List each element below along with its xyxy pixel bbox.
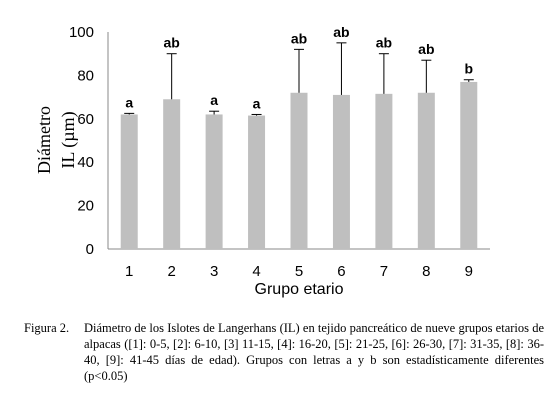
significance-label: a (125, 94, 133, 110)
figure-caption: Figura 2. Diámetro de los Islotes de Lan… (24, 320, 544, 384)
y-tick-label: 20 (77, 198, 94, 215)
x-tick-label: 5 (295, 263, 303, 280)
x-tick-label: 1 (125, 263, 133, 280)
caption-label: Figura 2. (24, 321, 70, 335)
y-tick-label: 80 (77, 67, 94, 84)
x-tick-label: 2 (167, 263, 175, 280)
significance-label: ab (163, 35, 179, 51)
significance-label: ab (333, 24, 349, 40)
bar (163, 99, 181, 250)
y-axis-label-line1: Diámetro (34, 106, 54, 174)
significance-label: ab (418, 41, 434, 57)
bar-chart: 0 20 40 60 80 100 a ab a a ab ab ab ab b 1 2 3 4 5 6 7 8 9 Di… (34, 24, 490, 298)
significance-label: b (464, 61, 473, 77)
significance-label: ab (376, 35, 392, 51)
bar (375, 93, 393, 249)
bar (248, 115, 266, 249)
x-tick-labels: 1 2 3 4 5 6 7 8 9 (125, 263, 473, 280)
y-tick-labels: 0 20 40 60 80 100 (69, 24, 94, 258)
bar (417, 92, 435, 249)
y-tick-label: 40 (77, 154, 94, 171)
significance-label: ab (291, 30, 307, 46)
x-tick-label: 7 (380, 263, 388, 280)
bar (290, 92, 308, 249)
bar (205, 114, 223, 250)
bars: a ab a a ab ab ab ab b (120, 24, 478, 250)
bar (120, 114, 138, 250)
significance-label: a (210, 92, 218, 108)
x-tick-label: 6 (337, 263, 345, 280)
x-tick-label: 3 (210, 263, 218, 280)
caption-text: Diámetro de los Islotes de Langerhans (I… (84, 321, 544, 383)
y-axis-label: Diámetro IL (µm) (34, 106, 79, 174)
bar (332, 94, 350, 250)
y-axis-label-line2: IL (µm) (58, 111, 79, 168)
bar (460, 81, 478, 249)
y-tick-label: 0 (86, 241, 94, 258)
x-tick-label: 4 (252, 263, 260, 280)
y-tick-label: 60 (77, 111, 94, 128)
x-tick-label: 8 (422, 263, 430, 280)
x-tick-label: 9 (465, 263, 473, 280)
significance-label: a (253, 95, 261, 111)
x-axis-label: Grupo etario (255, 281, 344, 298)
y-tick-label: 100 (69, 24, 94, 41)
